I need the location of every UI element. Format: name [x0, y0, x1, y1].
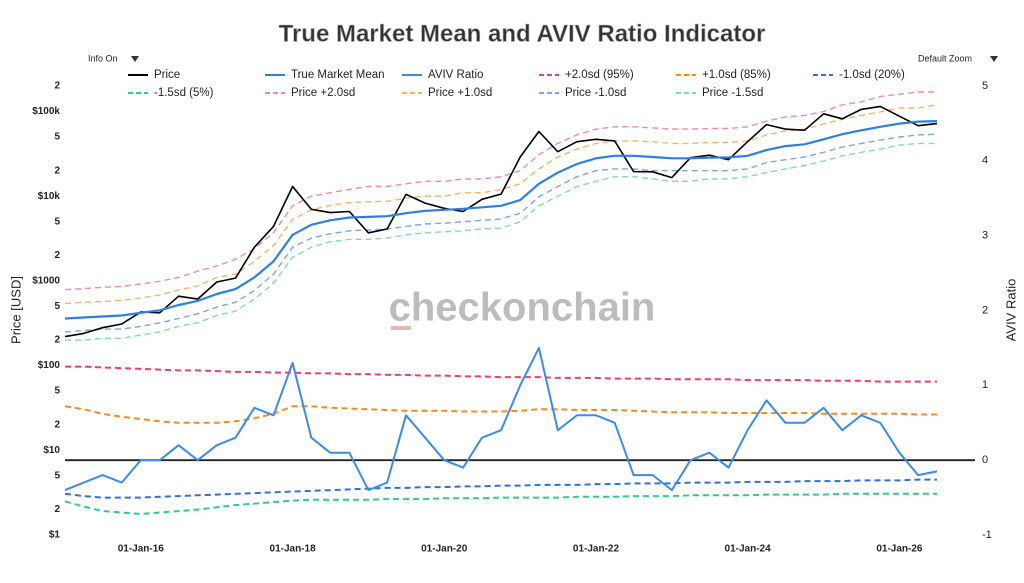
y-tick-label: $1	[49, 530, 61, 541]
x-tick-label: 01-Jan-24	[725, 544, 772, 555]
y-axis-title: Price [USD]	[8, 276, 23, 344]
x-tick-label: 01-Jan-18	[270, 544, 317, 555]
x-tick-label: 01-Jan-22	[573, 544, 620, 555]
legend-label: Price +2.0sd	[291, 87, 355, 99]
legend-label: Price -1.0sd	[565, 87, 626, 99]
series-line	[65, 142, 937, 341]
legend-label: +2.0sd (95%)	[565, 69, 634, 81]
y-tick-label: 2	[54, 504, 60, 515]
series-line	[64, 104, 938, 305]
series-line	[64, 91, 937, 291]
series-line	[65, 365, 937, 383]
y-tick-label: 2	[54, 419, 60, 430]
zoom-select[interactable]: Default Zoom	[918, 53, 972, 63]
x-tick-label: 01-Jan-16	[118, 544, 165, 555]
series-line	[64, 346, 938, 492]
series-line	[64, 105, 938, 338]
y-tick-label: 5	[54, 301, 60, 312]
y-tick-label: $100	[38, 360, 61, 371]
series-line	[64, 133, 938, 333]
y2-tick-label: 2	[982, 304, 988, 316]
y-tick-label: 2	[54, 165, 60, 176]
y-tick-label: 5	[54, 132, 60, 143]
x-tick-label: 01-Jan-20	[421, 544, 468, 555]
legend-label: Price +1.0sd	[428, 87, 492, 99]
y-tick-label: 2	[54, 250, 60, 261]
y-tick-label: 5	[54, 470, 60, 481]
x-tick-label: 01-Jan-26	[876, 544, 923, 555]
legend-label: AVIV Ratio	[428, 69, 483, 81]
y2-axis-title: AVIV Ratio	[1003, 279, 1018, 342]
series-line	[64, 492, 937, 515]
chart-title: True Market Mean and AVIV Ratio Indicato…	[279, 20, 766, 47]
watermark: checkonchain	[389, 286, 656, 330]
info-toggle[interactable]: Info On	[88, 53, 118, 63]
dropdown-arrow[interactable]	[131, 56, 139, 62]
legend-label: True Market Mean	[291, 69, 385, 81]
series-line	[64, 120, 938, 320]
watermark-accent	[391, 326, 411, 330]
y-tick-label: 2	[54, 81, 60, 92]
y2-tick-label: 3	[982, 230, 988, 242]
legend-label: +1.0sd (85%)	[702, 69, 771, 81]
y2-tick-label: -1	[982, 529, 992, 541]
y-tick-label: $100k	[32, 106, 60, 117]
y-tick-label: 2	[54, 335, 60, 346]
y-tick-label: 5	[54, 216, 60, 227]
y2-tick-label: 5	[982, 80, 988, 92]
legend-label: -1.0sd (20%)	[839, 69, 905, 81]
y-tick-label: $10	[43, 445, 60, 456]
legend-label: Price	[154, 69, 180, 81]
series-line	[64, 478, 937, 499]
y2-tick-label: 0	[982, 454, 988, 466]
y-tick-label: $10k	[38, 191, 61, 202]
legend-label: -1.5sd (5%)	[154, 87, 214, 99]
dropdown-arrow[interactable]	[990, 56, 998, 62]
y2-tick-label: 4	[982, 155, 988, 167]
y2-tick-label: 1	[982, 379, 988, 391]
legend-label: Price -1.5sd	[702, 87, 763, 99]
series-line	[64, 405, 937, 424]
y-tick-label: $1000	[32, 276, 60, 287]
y-tick-label: 5	[54, 386, 60, 397]
